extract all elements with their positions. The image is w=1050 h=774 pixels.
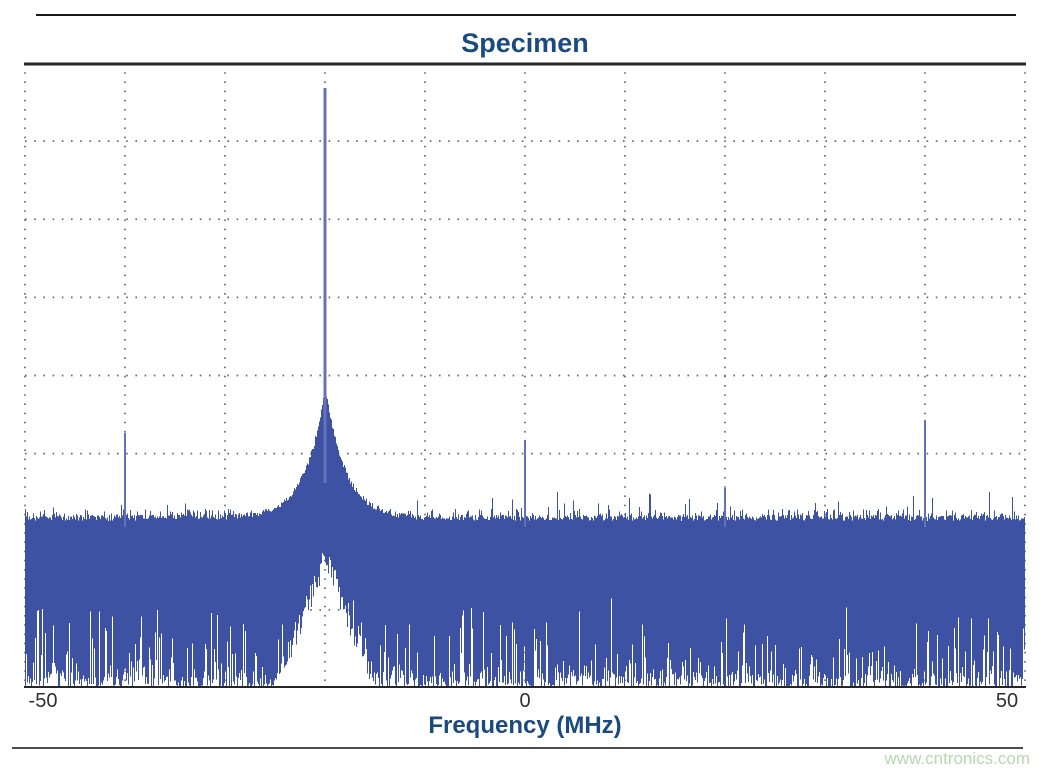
watermark-text: www.cntronics.com xyxy=(884,749,1030,768)
chart-title: Specimen xyxy=(461,28,589,58)
x-tick-label: 0 xyxy=(519,690,531,712)
plot-area xyxy=(24,62,1026,688)
top-horizontal-rule xyxy=(36,14,1016,16)
x-axis-tick-labels: -50 0 50 xyxy=(0,690,1050,716)
spectrum-plot xyxy=(24,62,1026,688)
bottom-horizontal-rule xyxy=(12,747,1023,749)
x-tick-label: -50 xyxy=(28,690,58,712)
x-tick-label: 50 xyxy=(995,690,1019,712)
x-axis-label: Frequency (MHz) xyxy=(428,712,622,739)
